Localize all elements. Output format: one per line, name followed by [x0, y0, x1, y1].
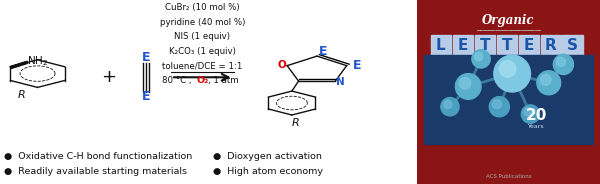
Circle shape [524, 108, 532, 116]
Text: , 1 atm: , 1 atm [208, 77, 238, 85]
Text: O₂: O₂ [196, 77, 208, 85]
Text: 80 °C ,: 80 °C , [163, 77, 192, 85]
Text: ────────────────────: ──────────────────── [476, 29, 541, 34]
Bar [424, 55, 593, 144]
Text: ●  Readily available starting materials: ● Readily available starting materials [4, 167, 187, 176]
Text: NH$_2$: NH$_2$ [27, 54, 48, 68]
Text: E: E [353, 59, 361, 72]
Text: N: N [336, 77, 344, 87]
Text: 20: 20 [525, 108, 547, 123]
Circle shape [489, 97, 509, 117]
Circle shape [443, 100, 452, 109]
Text: E: E [523, 38, 534, 54]
Circle shape [475, 52, 483, 61]
Circle shape [493, 100, 502, 109]
Text: E: E [319, 45, 328, 58]
Circle shape [556, 57, 565, 66]
Circle shape [537, 71, 560, 95]
Circle shape [472, 50, 490, 68]
Circle shape [541, 74, 551, 85]
Text: ●  High atom economy: ● High atom economy [212, 167, 323, 176]
Text: S: S [567, 38, 578, 54]
Bar [518, 35, 539, 57]
Text: K₂CO₃ (1 equiv): K₂CO₃ (1 equiv) [169, 47, 236, 56]
Text: Organic: Organic [482, 14, 535, 27]
Circle shape [553, 54, 574, 75]
Circle shape [499, 61, 516, 77]
Text: E: E [142, 90, 150, 103]
Bar [452, 35, 473, 57]
Text: R: R [545, 38, 556, 54]
Text: Years: Years [527, 123, 544, 129]
Text: +: + [101, 68, 116, 86]
Text: R: R [292, 118, 300, 128]
Text: ●  Dioxygen activation: ● Dioxygen activation [212, 152, 322, 161]
Bar [431, 35, 451, 57]
Bar [541, 35, 560, 57]
Text: O: O [278, 60, 287, 70]
Text: R: R [18, 90, 26, 100]
Text: toluene/DCE = 1:1: toluene/DCE = 1:1 [162, 62, 242, 71]
Text: pyridine (40 mol %): pyridine (40 mol %) [160, 18, 245, 26]
Text: L: L [436, 38, 446, 54]
Bar [497, 35, 517, 57]
Circle shape [455, 74, 481, 99]
Bar [475, 35, 495, 57]
Circle shape [459, 77, 471, 89]
Circle shape [494, 55, 530, 92]
Text: NIS (1 equiv): NIS (1 equiv) [174, 32, 230, 41]
Bar [562, 35, 583, 57]
Text: ●  Oxidative C-H bond functionalization: ● Oxidative C-H bond functionalization [4, 152, 193, 161]
Circle shape [521, 105, 539, 123]
Text: T: T [479, 38, 490, 54]
Text: ACS Publications: ACS Publications [485, 174, 532, 179]
Circle shape [441, 98, 459, 116]
Text: CuBr₂ (10 mol %): CuBr₂ (10 mol %) [165, 3, 239, 12]
Text: T: T [502, 38, 512, 54]
Text: E: E [142, 52, 150, 64]
Text: E: E [458, 38, 468, 54]
